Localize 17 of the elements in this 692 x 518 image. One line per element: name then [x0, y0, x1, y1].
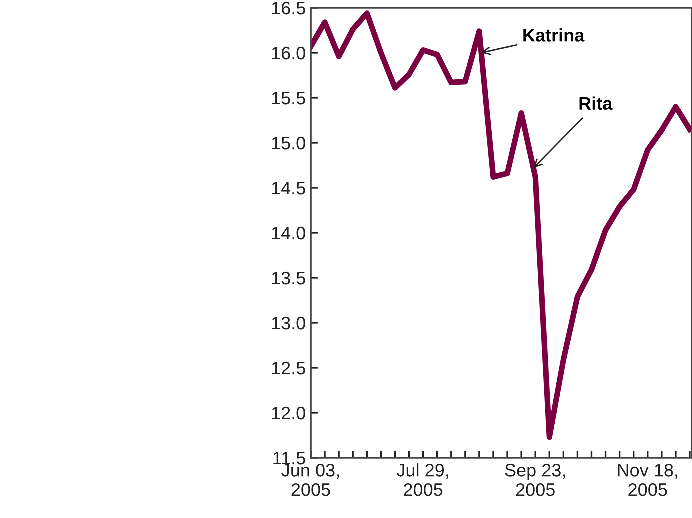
y-tick-label: 13.0 — [272, 316, 306, 330]
y-tick-label: 15.0 — [272, 136, 306, 150]
annotation: Katrina — [524, 28, 585, 42]
x-tick-label: Jun 03, 2005 — [282, 464, 339, 496]
y-tick-label: 12.0 — [272, 406, 306, 420]
y-tick-label: 13.5 — [272, 272, 306, 285]
x-tick-label: Nov 18, 2005 — [618, 464, 678, 496]
x-tick-label: Jul 29, 2005 — [396, 464, 448, 496]
y-tick-label: 14.5 — [272, 182, 306, 195]
x-tick-label: Sep 23, 2005 — [505, 464, 566, 496]
y-tick-label: 12.5 — [272, 362, 306, 375]
y-tick-label: 16.5 — [272, 2, 306, 15]
y-tick-label: 11.5 — [274, 452, 306, 465]
y-tick-label: 16.0 — [272, 46, 306, 60]
y-tick-label: 15.5 — [272, 92, 306, 105]
annotation: Rita — [580, 96, 613, 110]
y-tick-label: 14.0 — [272, 226, 306, 240]
